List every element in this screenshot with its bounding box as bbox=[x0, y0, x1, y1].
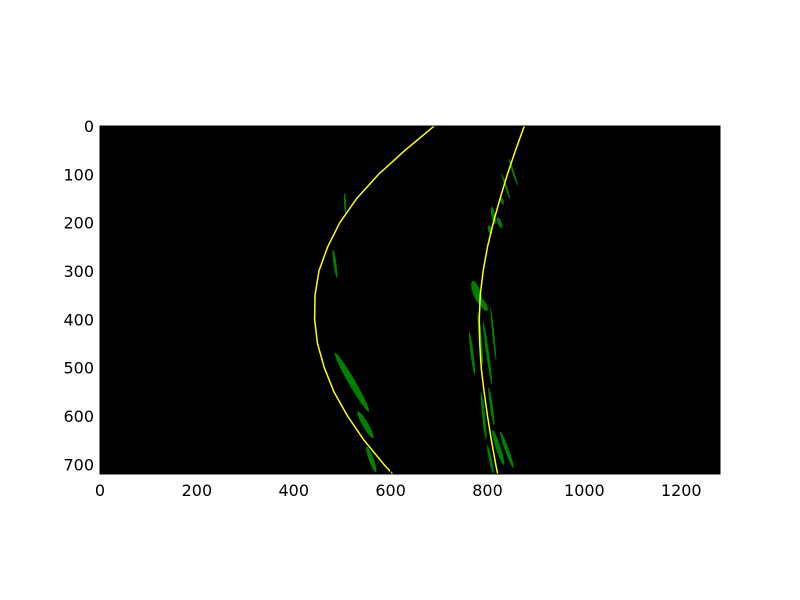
lane-pixel-blob bbox=[500, 197, 504, 205]
fit-lines-layer bbox=[313, 126, 526, 474]
lane-pixel-blob bbox=[366, 446, 377, 473]
lane-pixel-blob bbox=[468, 331, 476, 375]
lane-pixel-blob bbox=[490, 307, 497, 361]
lane-pixel-blob bbox=[334, 352, 370, 412]
lane-pixel-blob bbox=[501, 173, 511, 200]
lane-pixel-blob bbox=[344, 192, 347, 214]
lane-pixel-blob bbox=[332, 249, 338, 279]
y-tick-label: 200 bbox=[63, 214, 94, 233]
y-tick-label: 400 bbox=[63, 310, 94, 329]
lane-pixel-blob bbox=[357, 411, 374, 439]
lane-pixel-blob bbox=[500, 431, 514, 469]
x-tick-label: 0 bbox=[95, 481, 105, 500]
y-tick-label: 100 bbox=[63, 165, 94, 184]
plot-frame bbox=[99, 125, 721, 475]
lane-pixel-blob bbox=[496, 217, 503, 229]
lane-pixel-blob bbox=[487, 445, 494, 474]
right-lane-fit-line bbox=[478, 126, 526, 474]
x-tick-label: 800 bbox=[472, 481, 503, 500]
x-tick-label: 200 bbox=[182, 481, 213, 500]
y-axis: 0 100 200 300 400 500 600 700 bbox=[63, 117, 720, 474]
lane-pixel-blob bbox=[492, 429, 505, 465]
lane-pixel-blob bbox=[479, 298, 488, 311]
y-tick-label: 700 bbox=[63, 455, 94, 474]
lane-pixel-blob bbox=[482, 321, 493, 385]
x-tick-label: 1200 bbox=[661, 481, 702, 500]
lane-pixel-blob bbox=[488, 387, 495, 426]
lane-pixels-layer bbox=[332, 158, 518, 474]
y-tick-label: 500 bbox=[63, 359, 94, 378]
lane-pixel-blob bbox=[480, 391, 487, 441]
x-axis: 0 200 400 600 800 1000 1200 bbox=[95, 126, 702, 500]
left-lane-fit-line bbox=[313, 126, 435, 474]
y-tick-label: 0 bbox=[84, 117, 94, 136]
x-tick-label: 400 bbox=[278, 481, 309, 500]
x-tick-label: 600 bbox=[375, 481, 406, 500]
plot-area-background bbox=[100, 126, 720, 474]
y-tick-label: 600 bbox=[63, 407, 94, 426]
y-tick-label: 300 bbox=[63, 262, 94, 281]
x-tick-label: 1000 bbox=[564, 481, 605, 500]
